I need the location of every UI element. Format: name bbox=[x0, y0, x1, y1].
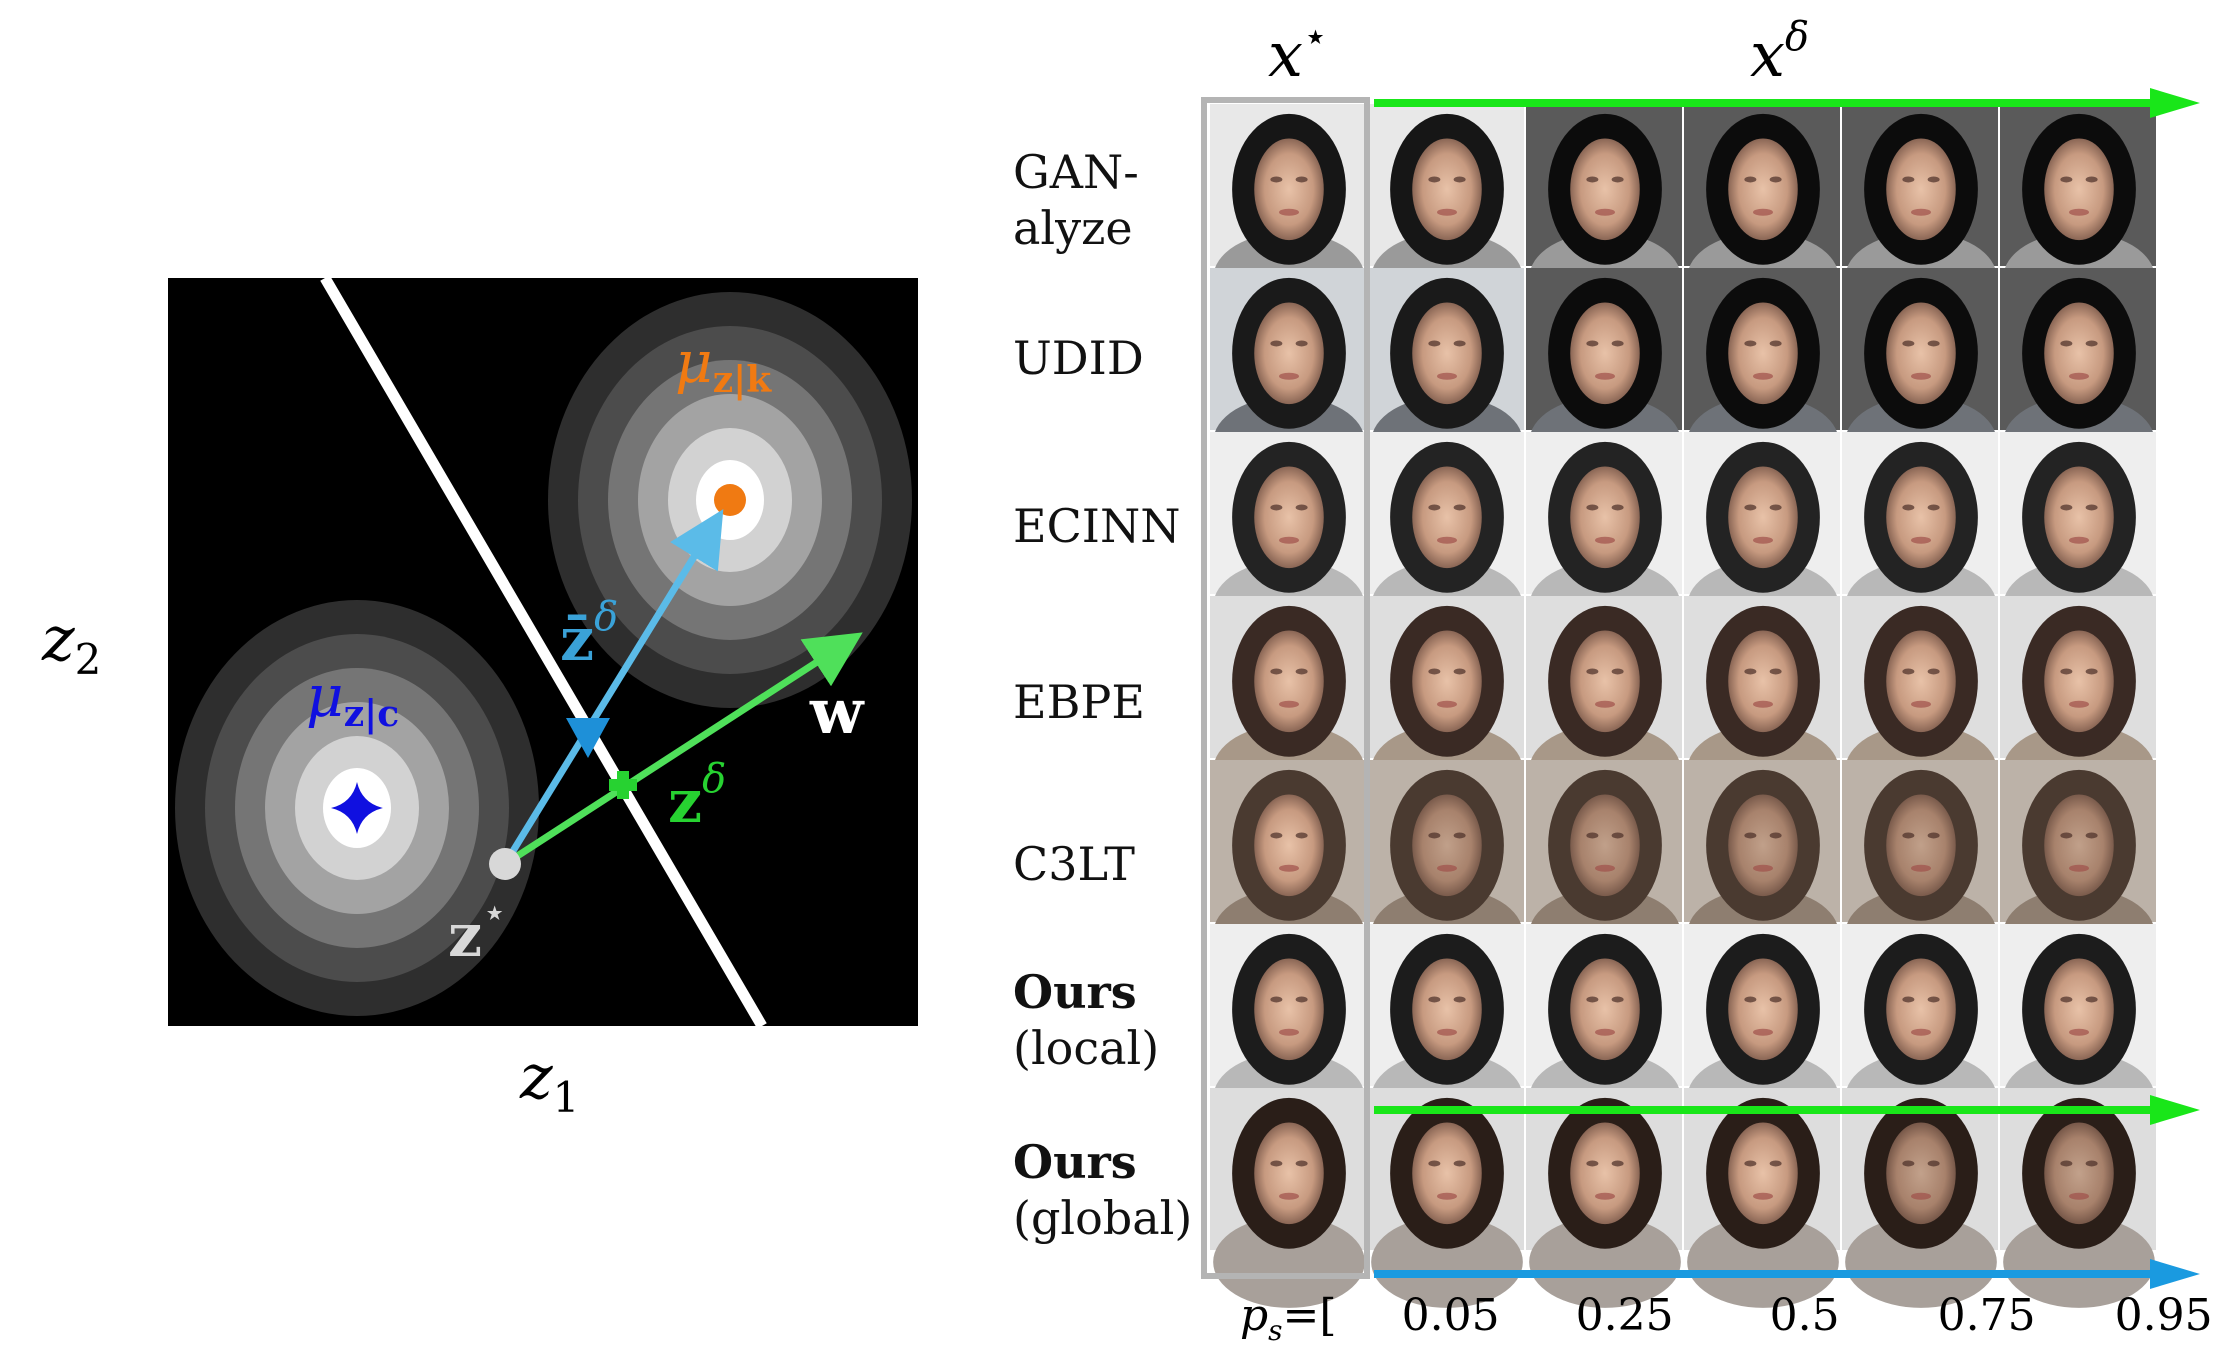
face-image-r0-c4 bbox=[1842, 104, 1998, 324]
face-image-r1-c3 bbox=[1684, 268, 1840, 488]
zbar-delta-triangle-icon bbox=[566, 718, 610, 758]
row-label-5: Ours (local) bbox=[1013, 964, 1159, 1076]
row-label-5-line1: Ours bbox=[1013, 965, 1137, 1019]
mu-k-label: μz|k bbox=[675, 328, 772, 401]
row-label-0: GAN-alyze bbox=[1013, 144, 1139, 256]
header-x-delta: xδ bbox=[1750, 14, 1809, 91]
mu-k-dot-icon bbox=[714, 484, 746, 516]
decision-boundary-line bbox=[320, 275, 767, 1029]
row-label-6-line1: Ours bbox=[1013, 1135, 1137, 1189]
results-grid bbox=[1210, 104, 2156, 1308]
ps-value-4: 0.95 bbox=[2114, 1290, 2213, 1341]
z-delta-arrow bbox=[503, 632, 863, 867]
row-label-3: EBPE bbox=[1013, 674, 1145, 730]
row-label-0-line2: alyze bbox=[1013, 201, 1133, 255]
ps-equals-bracket: =[ bbox=[1282, 1290, 1337, 1341]
axis-y-label: z2 bbox=[41, 602, 101, 684]
mu-c-star-icon bbox=[331, 782, 383, 834]
row-label-1: UDID bbox=[1013, 330, 1144, 386]
row-label-2: ECINN bbox=[1013, 498, 1180, 554]
row-label-4-line1: C3LT bbox=[1013, 837, 1135, 891]
face-image-r2-c3 bbox=[1684, 432, 1840, 652]
ps-value-2: 0.5 bbox=[1769, 1290, 1840, 1341]
local-arrowhead-icon bbox=[2150, 1095, 2200, 1125]
ps-values-row: ps =[ 0.05 0.25 0.5 0.75 0.95 ] bbox=[1240, 1290, 2224, 1347]
x-delta-top-arrowhead-icon bbox=[2150, 88, 2200, 118]
row-label-2-line1: ECINN bbox=[1013, 499, 1181, 553]
header-x-star: x⋆ bbox=[1268, 14, 1328, 91]
global-arrowhead-icon bbox=[2150, 1259, 2200, 1289]
z-star-dot-icon bbox=[489, 848, 521, 880]
row-label-5-line2: (local) bbox=[1013, 1021, 1160, 1075]
ps-symbol: ps bbox=[1240, 1290, 1283, 1347]
face-image-r6-c5 bbox=[2000, 1088, 2156, 1308]
face-image-r6-c0 bbox=[1210, 1088, 1366, 1308]
row-label-3-line1: EBPE bbox=[1013, 675, 1145, 729]
face-image-r6-c1 bbox=[1368, 1088, 1524, 1308]
z-delta-label: zδ bbox=[668, 756, 726, 837]
face-image-r6-c2 bbox=[1526, 1088, 1682, 1308]
zbar-delta-arrow bbox=[502, 509, 724, 866]
row-label-6-line2: (global) bbox=[1013, 1191, 1193, 1245]
face-image-r6-c3 bbox=[1684, 1088, 1840, 1308]
z-delta-plus-icon bbox=[609, 771, 637, 799]
latent-space-diagram: μz|k μz|c z̄δ zδ z⋆ w bbox=[168, 275, 918, 1029]
z-star-label: z⋆ bbox=[448, 890, 507, 971]
row-label-6: Ours (global) bbox=[1013, 1134, 1192, 1246]
row-label-0-line1: GAN- bbox=[1013, 145, 1139, 199]
ps-value-0: 0.05 bbox=[1401, 1290, 1500, 1341]
face-image-r4-c3 bbox=[1684, 760, 1840, 980]
axis-x-label: z1 bbox=[519, 1040, 579, 1122]
zbar-delta-label: z̄δ bbox=[560, 594, 618, 675]
mu-c-label: μz|c bbox=[306, 662, 399, 735]
w-label: w bbox=[809, 675, 865, 748]
x-star-column-frame bbox=[1201, 97, 1370, 1279]
row-label-1-line1: UDID bbox=[1013, 331, 1144, 385]
row-label-4: C3LT bbox=[1013, 836, 1135, 892]
ps-value-3: 0.75 bbox=[1937, 1290, 2036, 1341]
face-image-r6-c4 bbox=[1842, 1088, 1998, 1308]
face-image-r5-c1 bbox=[1368, 924, 1524, 1144]
face-image-r1-c5 bbox=[2000, 268, 2156, 488]
ps-value-1: 0.25 bbox=[1575, 1290, 1674, 1341]
face-image-r4-c4 bbox=[1842, 760, 1998, 980]
